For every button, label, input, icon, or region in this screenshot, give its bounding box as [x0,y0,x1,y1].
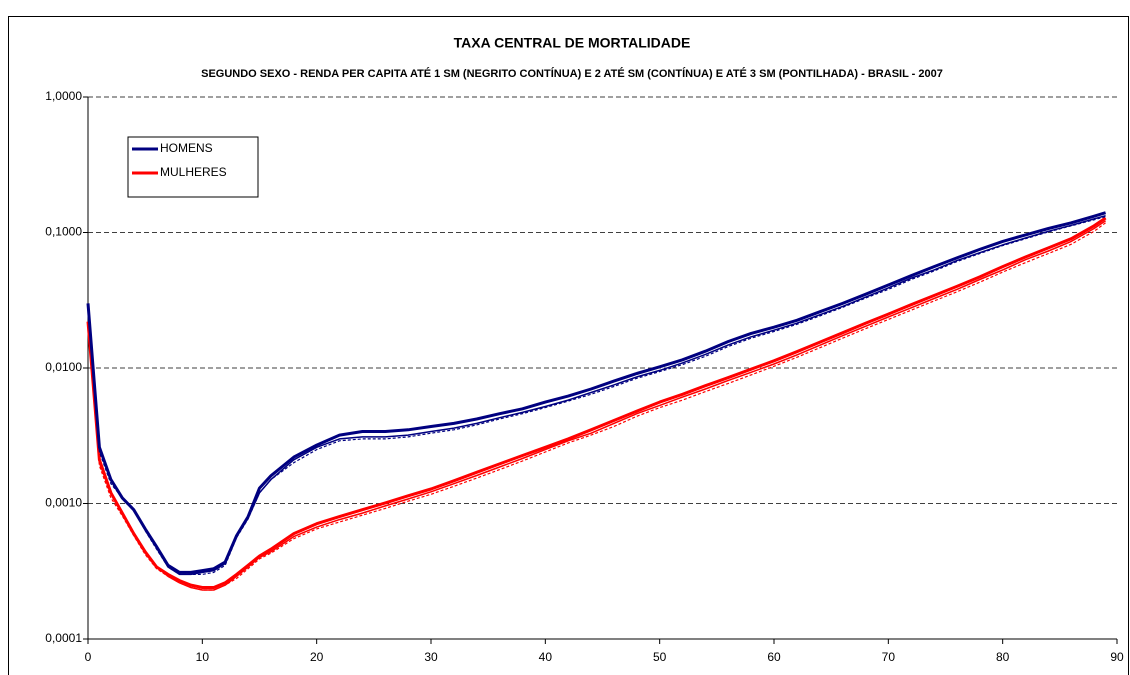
y-tick-label: 1,0000 [45,89,82,103]
chart-frame [8,16,1129,675]
legend-label: MULHERES [160,165,227,179]
x-tick-label: 10 [196,650,210,664]
x-tick-label: 80 [996,650,1010,664]
y-tick-label: 0,0010 [45,496,82,510]
x-tick-label: 20 [310,650,324,664]
x-tick-label: 30 [424,650,438,664]
y-tick-label: 0,0001 [45,631,82,645]
x-tick-label: 40 [539,650,553,664]
series-line [87,220,1107,591]
x-tick-label: 70 [882,650,896,664]
y-tick-label: 0,0100 [45,360,82,374]
chart-title: TAXA CENTRAL DE MORTALIDADE [454,35,691,51]
chart-subtitle: SEGUNDO SEXO - RENDA PER CAPITA ATÉ 1 SM… [201,67,943,80]
x-tick-label: 60 [767,650,781,664]
x-tick-label: 90 [1110,650,1124,664]
legend-label: HOMENS [160,141,213,155]
series-line [87,214,1106,576]
x-tick-label: 50 [653,650,667,664]
series-line [86,211,1107,574]
y-tick-label: 0,1000 [45,225,82,239]
legend-box [127,136,259,198]
series-line [86,216,1107,589]
series-line [87,222,1106,591]
x-tick-label: 0 [85,650,92,664]
